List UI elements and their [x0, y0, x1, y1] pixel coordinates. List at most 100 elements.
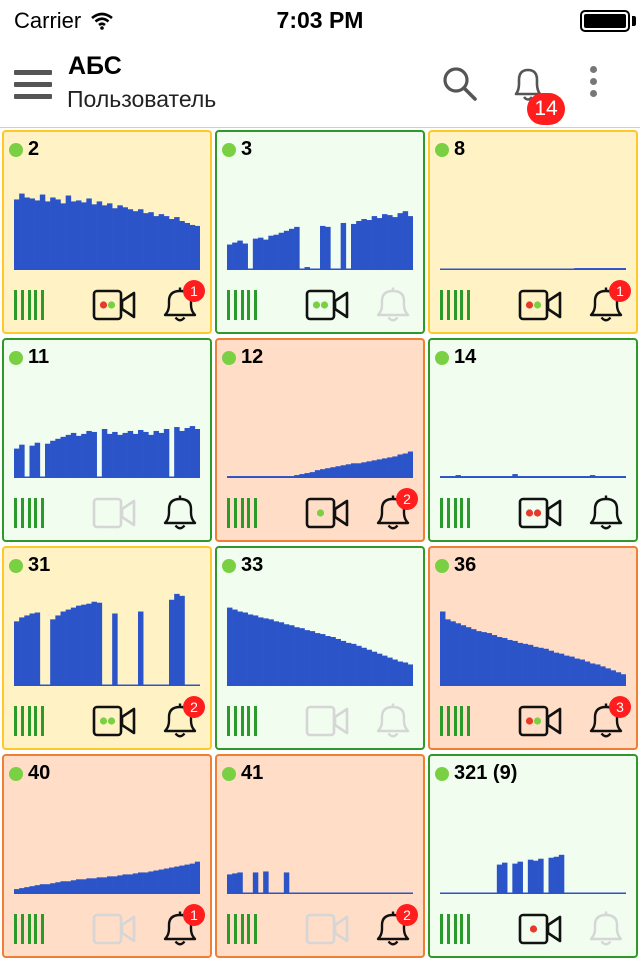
- chart-bar: [304, 630, 310, 686]
- alert-bell-icon[interactable]: [373, 702, 413, 740]
- chart-bar: [50, 197, 56, 270]
- chart-bar: [153, 870, 159, 894]
- camera-icon[interactable]: [92, 496, 136, 530]
- camera-icon[interactable]: [518, 912, 562, 946]
- chart-bar: [65, 434, 72, 478]
- chart-bar: [397, 661, 403, 686]
- device-tile[interactable]: 36 3: [428, 546, 638, 750]
- camera-icon[interactable]: [92, 704, 136, 738]
- alert-bell-icon[interactable]: [586, 494, 626, 532]
- chart-bar: [252, 615, 259, 686]
- alert-count-badge[interactable]: 2: [183, 696, 205, 718]
- chart-bar: [351, 463, 357, 478]
- camera-icon[interactable]: [518, 704, 562, 738]
- chart-bar: [351, 643, 357, 686]
- chart-bar: [595, 268, 601, 270]
- signal-strength-icon: [227, 290, 257, 320]
- hamburger-menu-icon[interactable]: [14, 70, 52, 100]
- user-name: Пользователь: [67, 86, 217, 112]
- device-tile[interactable]: 40 1: [2, 754, 212, 958]
- chart-bar: [496, 864, 503, 894]
- camera-icon[interactable]: [518, 496, 562, 530]
- alert-count-badge[interactable]: 1: [183, 280, 205, 302]
- chart-bar: [517, 642, 523, 686]
- alert-count-badge[interactable]: 1: [609, 280, 631, 302]
- chart-bar: [595, 476, 601, 478]
- alert-bell-icon[interactable]: [160, 702, 200, 740]
- chart-bar: [361, 219, 367, 270]
- alert-bell-icon[interactable]: [160, 286, 200, 324]
- chart-bar: [70, 201, 77, 270]
- chart-bar: [289, 228, 295, 270]
- traffic-chart: [440, 611, 626, 686]
- alert-bell-icon[interactable]: [586, 286, 626, 324]
- device-tile[interactable]: 14: [428, 338, 638, 542]
- more-options-icon[interactable]: [582, 66, 604, 104]
- camera-icon[interactable]: [305, 288, 349, 322]
- chart-bar: [232, 873, 238, 894]
- chart-bar: [122, 207, 128, 270]
- chart-bar: [600, 666, 606, 686]
- chart-bar: [450, 621, 456, 686]
- alert-count-badge[interactable]: 2: [396, 488, 418, 510]
- device-tile[interactable]: 12 2: [215, 338, 425, 542]
- signal-strength-icon: [440, 706, 470, 736]
- chart-bar: [55, 882, 61, 894]
- chart-bar: [169, 599, 175, 686]
- chart-bar: [345, 464, 352, 478]
- device-tile[interactable]: 41 2: [215, 754, 425, 958]
- camera-icon[interactable]: [518, 288, 562, 322]
- online-status-dot: [222, 559, 236, 573]
- chart-bar: [86, 878, 92, 894]
- alert-count-badge[interactable]: 2: [396, 904, 418, 926]
- camera-icon[interactable]: [92, 288, 136, 322]
- camera-icon[interactable]: [305, 496, 349, 530]
- alert-bell-icon[interactable]: [586, 910, 626, 948]
- chart-bar: [564, 476, 570, 478]
- chart-bar: [356, 645, 362, 686]
- device-tile[interactable]: 31 2: [2, 546, 212, 750]
- camera-icon[interactable]: [305, 912, 349, 946]
- camera-icon[interactable]: [305, 704, 349, 738]
- chart-bar: [227, 607, 233, 686]
- search-icon[interactable]: [440, 64, 480, 104]
- chart-bar: [263, 618, 269, 686]
- alert-bell-icon[interactable]: [373, 494, 413, 532]
- device-tile[interactable]: 3: [215, 130, 425, 334]
- chart-bar: [460, 476, 467, 478]
- chart-bar: [502, 862, 508, 894]
- chart-bar: [132, 433, 139, 478]
- chart-bar: [237, 240, 243, 270]
- chart-bar: [158, 869, 165, 894]
- chart-bar: [60, 611, 66, 686]
- alert-count-badge[interactable]: 1: [183, 904, 205, 926]
- chart-bar: [91, 204, 97, 270]
- notification-count-badge[interactable]: 14: [527, 93, 565, 125]
- signal-strength-icon: [14, 706, 44, 736]
- chart-bar: [392, 217, 398, 270]
- chart-bar: [553, 652, 560, 686]
- alert-bell-icon[interactable]: [160, 910, 200, 948]
- device-tile[interactable]: 321 (9): [428, 754, 638, 958]
- alert-bell-icon[interactable]: [586, 702, 626, 740]
- device-grid: 2 1 3 8 1 11 12 2 14 31 2 33 36 3 40 1 41 2 321 (9): [0, 128, 640, 960]
- device-tile[interactable]: 11: [2, 338, 212, 542]
- chart-bar: [14, 448, 20, 478]
- chart-bar: [19, 444, 25, 478]
- alert-bell-icon[interactable]: [160, 494, 200, 532]
- chart-bar: [533, 476, 539, 478]
- chart-bar: [486, 633, 492, 686]
- online-status-dot: [435, 351, 449, 365]
- chart-bar: [335, 638, 341, 686]
- chart-bar: [65, 609, 72, 686]
- alert-bell-icon[interactable]: [373, 286, 413, 324]
- chart-bar: [294, 226, 300, 270]
- device-tile[interactable]: 33: [215, 546, 425, 750]
- alert-count-badge[interactable]: 3: [609, 696, 631, 718]
- alert-bell-icon[interactable]: [373, 910, 413, 948]
- camera-icon[interactable]: [92, 912, 136, 946]
- chart-bar: [65, 195, 72, 270]
- chart-bar: [309, 472, 316, 478]
